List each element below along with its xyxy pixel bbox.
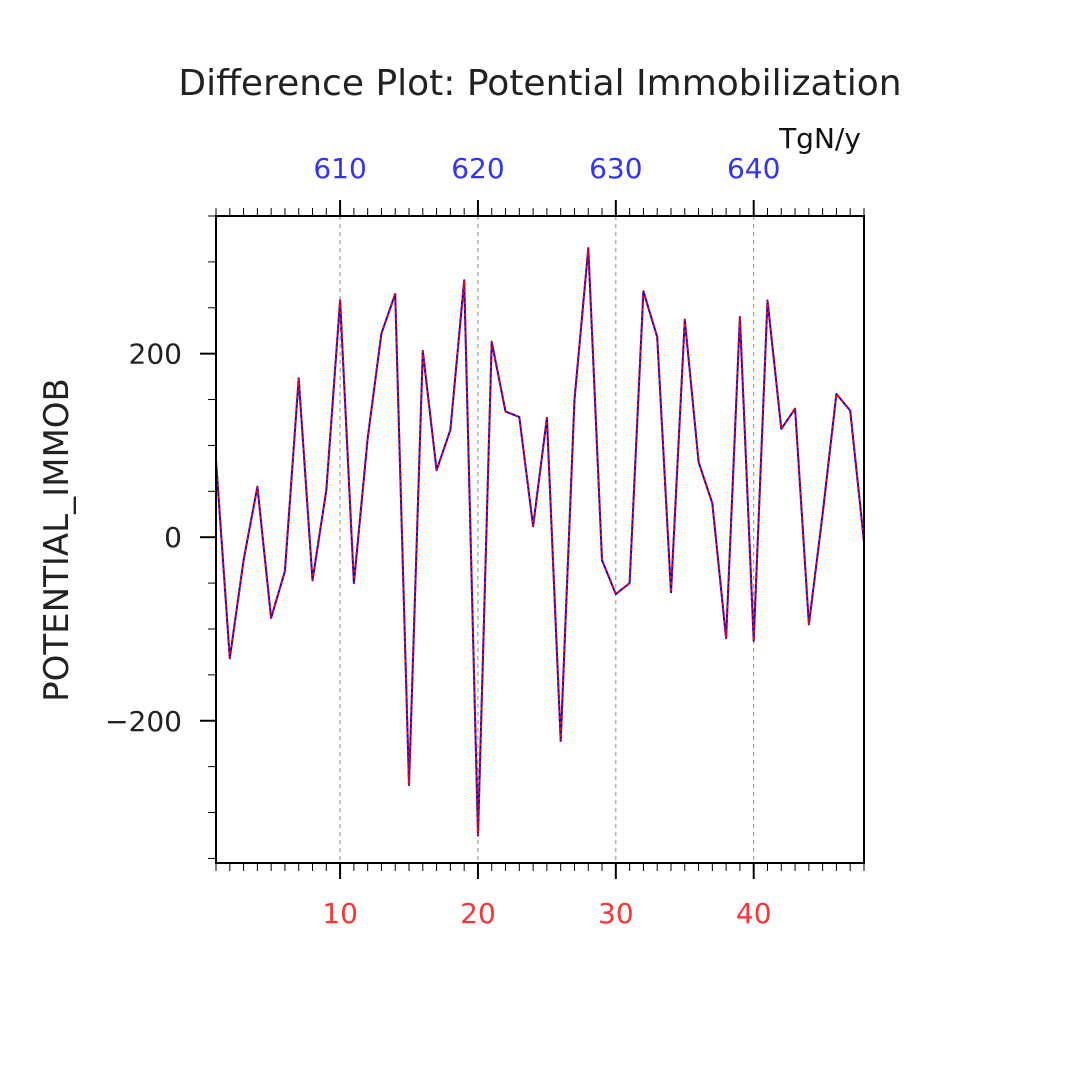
data-point	[725, 637, 727, 639]
data-point	[256, 486, 258, 488]
data-point	[532, 525, 534, 527]
x-tick-label-bottom: 30	[598, 897, 634, 930]
data-point	[767, 299, 768, 301]
units-label: TgN/y	[778, 122, 861, 155]
data-point	[491, 341, 493, 343]
axis-ticks: −200 0 200 10 20 30 40 610 620 630 640	[105, 152, 865, 930]
x-tick-label-bottom: 40	[736, 897, 772, 930]
data-point	[615, 593, 617, 595]
data-point	[518, 416, 520, 418]
data-point	[229, 657, 231, 659]
data-point	[312, 579, 313, 581]
data-point	[422, 350, 424, 352]
data-point	[408, 784, 410, 786]
y-tick-label: 0	[164, 521, 182, 554]
data-point	[835, 393, 837, 395]
data-point	[339, 299, 341, 301]
data-point	[325, 489, 327, 491]
data-point	[284, 570, 286, 572]
data-point	[298, 377, 300, 379]
data-point	[546, 417, 548, 419]
data-point	[822, 513, 824, 515]
data-series	[215, 247, 865, 837]
data-point	[849, 410, 851, 412]
data-point	[711, 502, 713, 504]
data-point	[477, 835, 479, 836]
data-point	[394, 293, 396, 295]
data-point	[629, 582, 631, 584]
data-point	[670, 591, 672, 593]
grid-lines	[339, 216, 755, 863]
data-point	[270, 617, 272, 619]
x-tick-label-bottom: 10	[322, 897, 358, 930]
data-point	[656, 336, 658, 338]
x-tick-label-top: 640	[727, 152, 780, 185]
data-point	[808, 623, 810, 625]
data-point	[601, 559, 603, 561]
data-point	[587, 247, 589, 249]
x-tick-label-top: 630	[589, 152, 642, 185]
data-point	[780, 428, 782, 430]
data-point	[353, 582, 355, 584]
data-point	[698, 461, 700, 463]
data-point	[560, 740, 562, 742]
data-point	[505, 411, 506, 412]
chart-title: Difference Plot: Potential Immobilizatio…	[178, 63, 901, 104]
data-point	[449, 429, 451, 431]
data-point	[684, 319, 686, 321]
data-point	[574, 399, 575, 400]
data-point	[367, 437, 369, 439]
data-point	[243, 559, 245, 561]
x-tick-label-bottom: 20	[460, 897, 496, 930]
data-point	[436, 469, 438, 471]
plot-frame	[215, 215, 865, 864]
x-tick-label-top: 610	[313, 152, 366, 185]
data-point	[739, 316, 741, 318]
series-line-dashed	[215, 247, 865, 837]
data-point	[753, 640, 755, 642]
x-tick-label-top: 620	[451, 152, 504, 185]
data-point	[463, 279, 465, 281]
y-tick-label: −200	[105, 705, 182, 738]
data-point	[642, 290, 644, 292]
data-point	[380, 333, 382, 334]
y-tick-label: 200	[129, 338, 182, 371]
y-axis-label: POTENTIAL_IMMOB	[37, 378, 77, 702]
data-point	[794, 408, 796, 410]
